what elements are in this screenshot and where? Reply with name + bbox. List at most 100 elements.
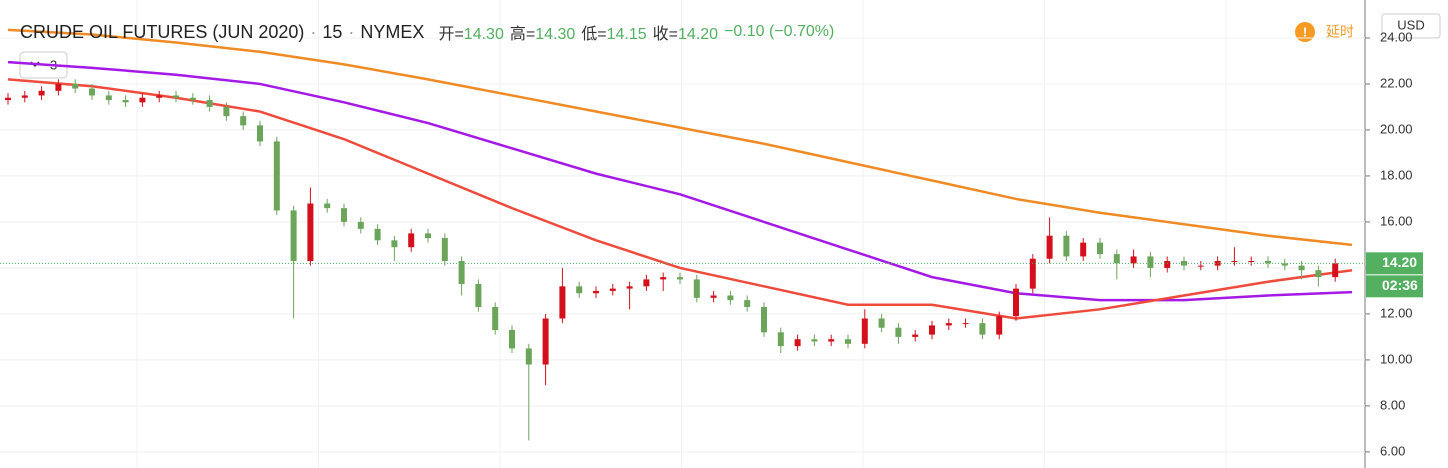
candle-body — [727, 295, 734, 301]
candle-body — [794, 339, 801, 347]
candle-body — [374, 228, 381, 241]
candle-body — [525, 348, 532, 365]
candle-body — [1214, 261, 1221, 266]
candle-body — [1130, 256, 1137, 264]
currency: USD — [1397, 17, 1424, 32]
candle-body — [1063, 235, 1070, 257]
moving-average-line — [7, 28, 1353, 247]
candle-body — [1013, 288, 1019, 317]
candle-body — [55, 83, 62, 91]
candle-body — [89, 88, 95, 96]
candle-body — [458, 261, 465, 285]
candle-body — [693, 279, 700, 298]
candle-body — [609, 288, 616, 291]
last-price-box — [1366, 252, 1423, 275]
candle-body — [105, 95, 112, 101]
candle-body — [273, 141, 280, 211]
candle-body — [744, 300, 751, 308]
candle-body — [1315, 270, 1322, 278]
candle-body — [341, 208, 347, 222]
candle-body — [1265, 261, 1271, 264]
y-tick-label: 8.00 — [1380, 397, 1405, 412]
candle-body — [72, 83, 79, 89]
y-tick-label: 18.00 — [1380, 167, 1413, 182]
candle-body — [626, 286, 633, 289]
ohlc-label: 收= — [652, 26, 679, 43]
delay-icon — [1295, 22, 1315, 42]
title: CRUDE OIL FUTURES (JUN 2020) — [20, 21, 305, 42]
candle-body — [878, 318, 885, 328]
candle-body — [5, 97, 11, 101]
delay-icon-mark: ! — [1303, 24, 1307, 39]
candle-body — [945, 323, 952, 326]
candle-body — [391, 240, 398, 248]
ohlc: 开=14.30 高=14.30 低=14.15 收=14.20 — [438, 20, 718, 44]
currency-box[interactable] — [1381, 13, 1441, 39]
candle-body — [425, 233, 431, 239]
candle-body — [509, 330, 515, 349]
candle-body — [1281, 263, 1288, 266]
ohlc-label: 开= — [438, 26, 464, 43]
interval: 15 — [322, 21, 343, 42]
moving-average-line — [7, 78, 1353, 320]
ohlc-item: 收=14.20 — [653, 20, 718, 44]
y-tick-label: 20.00 — [1380, 121, 1413, 136]
y-tick-label: 16.00 — [1380, 213, 1413, 228]
candle-body — [677, 277, 683, 280]
candle-body — [1332, 263, 1339, 278]
candle-body — [962, 323, 969, 325]
candle-body — [156, 95, 163, 98]
candle-body — [441, 238, 448, 262]
candle-body — [324, 203, 331, 209]
candle-body — [895, 327, 902, 337]
candle-body — [1231, 261, 1238, 263]
ohlc-label: 低= — [581, 26, 607, 43]
candle-body — [1197, 265, 1204, 267]
ohlc-item: 低=14.15 — [581, 20, 646, 44]
candle-body — [223, 106, 230, 117]
separator: · — [310, 21, 317, 42]
candle-body — [979, 323, 986, 335]
candle-body — [593, 290, 599, 294]
y-tick-label: 24.00 — [1380, 29, 1413, 44]
candle-body — [173, 95, 179, 98]
candle-body — [660, 277, 667, 280]
candle-body — [1029, 258, 1036, 289]
candle-body — [38, 90, 45, 96]
candle-body — [475, 284, 482, 308]
candle-body — [257, 125, 263, 142]
candle-body — [189, 97, 196, 101]
last-price-label: 14.20 — [1382, 254, 1417, 270]
ohlc-value: 14.30 — [463, 26, 504, 43]
candle-body — [576, 286, 583, 294]
exchange: NYMEX — [360, 21, 425, 42]
ohlc-value: 14.15 — [606, 26, 647, 43]
candle-body — [1298, 265, 1305, 271]
candle-body — [290, 210, 297, 262]
candle-body — [542, 318, 549, 365]
candle-body — [240, 116, 247, 126]
candle-body — [139, 97, 146, 103]
candle-body — [761, 307, 767, 333]
candle-body — [206, 100, 213, 107]
delay-label: 延时 — [1326, 24, 1354, 40]
ohlc-value: 14.20 — [678, 26, 719, 43]
candle-body — [1181, 261, 1187, 266]
ohlc-item: 开=14.30 — [438, 20, 503, 44]
candle-body — [710, 295, 717, 298]
candle-body — [929, 325, 935, 335]
candle-body — [559, 286, 566, 319]
candle-body — [307, 203, 314, 262]
ohlc-item: 高=14.30 — [510, 20, 575, 44]
candle-body — [912, 334, 919, 337]
y-tick-label: 12.00 — [1380, 305, 1413, 320]
y-tick-label: 22.00 — [1380, 75, 1413, 90]
ohlc-value: 14.30 — [535, 26, 576, 43]
candle-body — [828, 339, 835, 342]
candle-body — [492, 307, 499, 331]
y-tick-label: 6.00 — [1380, 443, 1405, 458]
candle-body — [357, 221, 364, 229]
